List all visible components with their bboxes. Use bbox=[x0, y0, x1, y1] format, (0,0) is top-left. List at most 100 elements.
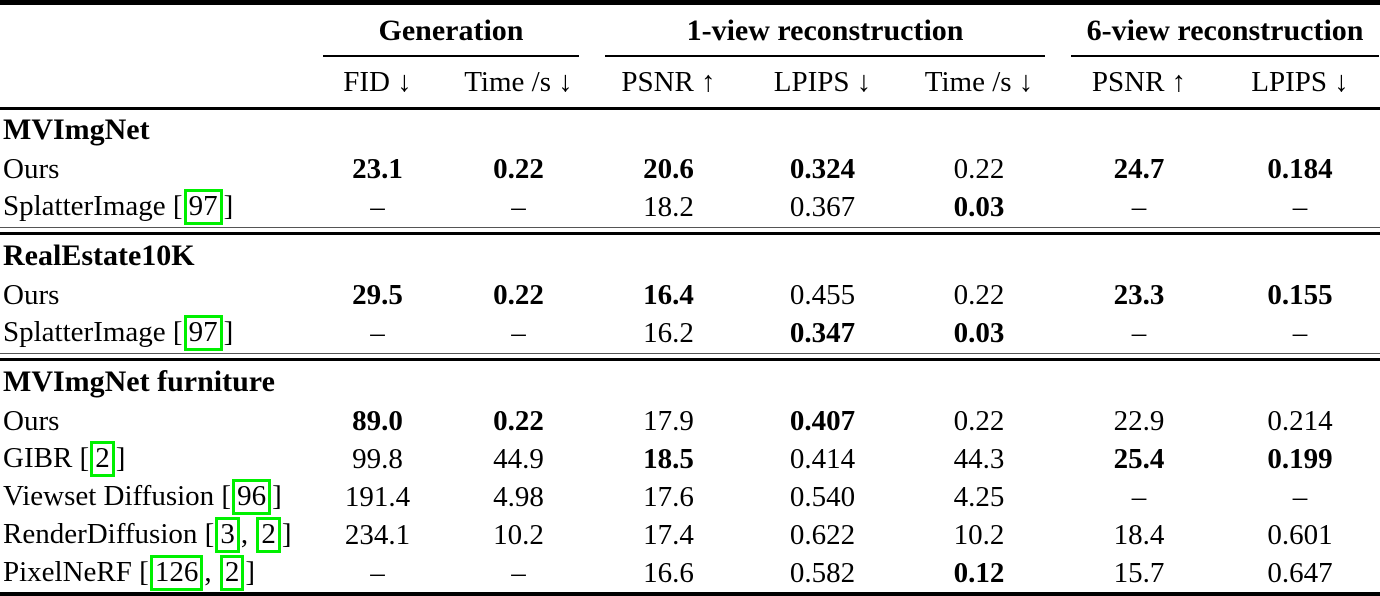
metric-value: 20.6 bbox=[643, 152, 694, 185]
group-header-label: 1-view reconstruction bbox=[686, 14, 964, 47]
value-cell: 18.5 bbox=[592, 440, 745, 478]
column-header-fid: FID ↓ bbox=[310, 57, 445, 110]
metric-value: 16.4 bbox=[643, 278, 694, 311]
metric-value: 29.5 bbox=[352, 278, 403, 311]
metric-value: 0.214 bbox=[1267, 404, 1333, 437]
metric-value: 0.22 bbox=[493, 278, 544, 311]
value-cell: 0.22 bbox=[445, 402, 592, 440]
citation-group: [126, 2] bbox=[139, 555, 255, 591]
metric-value: 23.3 bbox=[1113, 278, 1165, 311]
value-cell: 0.540 bbox=[745, 478, 900, 516]
value-cell: – bbox=[1058, 188, 1220, 226]
stub-cell bbox=[0, 3, 310, 58]
section-title: MVImgNet furniture bbox=[3, 365, 275, 398]
metric-value: – bbox=[370, 556, 385, 589]
table-row-renderdiffusion: RenderDiffusion [3, 2] 234.1 10.2 17.4 0.622… bbox=[0, 516, 1380, 554]
column-header-lpips: LPIPS ↓ bbox=[1220, 57, 1380, 110]
table-row-ours: Ours 23.1 0.22 20.6 0.324 0.22 24.7 0.184 bbox=[0, 150, 1380, 188]
value-cell: 191.4 bbox=[310, 478, 445, 516]
table-row-ours: Ours 29.5 0.22 16.4 0.455 0.22 23.3 0.155 bbox=[0, 276, 1380, 314]
method-name: Ours bbox=[3, 152, 60, 185]
metric-value: 89.0 bbox=[352, 404, 403, 437]
citation-group: [2] bbox=[80, 441, 125, 477]
column-header-row: FID ↓ Time /s ↓ PSNR ↑ LPIPS ↓ Time /s ↓ PSNR… bbox=[0, 57, 1380, 110]
metric-value: 99.8 bbox=[352, 442, 403, 475]
metric-value: – bbox=[370, 190, 385, 223]
citation-ref[interactable]: 3 bbox=[215, 517, 240, 553]
table-row-splatterimage: SplatterImage [97] – – 16.2 0.347 0.03 – – bbox=[0, 314, 1380, 352]
table-row-splatterimage: SplatterImage [97] – – 18.2 0.367 0.03 – – bbox=[0, 188, 1380, 226]
citation-ref[interactable]: 2 bbox=[256, 517, 281, 553]
metric-value: 0.455 bbox=[789, 278, 856, 311]
value-cell: – bbox=[310, 188, 445, 226]
citation-ref[interactable]: 96 bbox=[232, 479, 272, 515]
group-header-6-view-reconstruction: 6-view reconstruction bbox=[1058, 3, 1380, 57]
value-cell: – bbox=[1220, 314, 1380, 352]
metric-value: 234.1 bbox=[344, 518, 411, 551]
citation-ref[interactable]: 2 bbox=[90, 441, 115, 477]
value-cell: 0.622 bbox=[745, 516, 900, 554]
value-cell: 234.1 bbox=[310, 516, 445, 554]
section-separator bbox=[0, 352, 1380, 362]
value-cell: 4.98 bbox=[445, 478, 592, 516]
section-title-row-realestate10k: RealEstate10K bbox=[0, 236, 1380, 276]
metric-value: 44.3 bbox=[953, 442, 1005, 475]
section-title: MVImgNet bbox=[3, 113, 150, 146]
value-cell: – bbox=[445, 314, 592, 352]
group-header-generation: Generation bbox=[310, 3, 592, 57]
metric-value: 23.1 bbox=[352, 152, 403, 185]
metric-value: 0.367 bbox=[789, 190, 856, 223]
citation-ref[interactable]: 97 bbox=[183, 315, 223, 351]
metric-value: 0.22 bbox=[953, 278, 1005, 311]
value-cell: – bbox=[310, 554, 445, 594]
table-row-ours: Ours 89.0 0.22 17.9 0.407 0.22 22.9 0.214 bbox=[0, 402, 1380, 440]
value-cell: 0.414 bbox=[745, 440, 900, 478]
method-cell: GIBR [2] bbox=[0, 440, 310, 478]
value-cell: 23.3 bbox=[1058, 276, 1220, 314]
metric-value: 10.2 bbox=[953, 518, 1005, 551]
citation-group: [97] bbox=[173, 315, 233, 351]
method-cell: SplatterImage [97] bbox=[0, 314, 310, 352]
value-cell: 29.5 bbox=[310, 276, 445, 314]
metric-value: – bbox=[1131, 316, 1147, 349]
metric-value: 4.25 bbox=[953, 480, 1005, 513]
method-cell: PixelNeRF [126, 2] bbox=[0, 554, 310, 594]
group-header-label: Generation bbox=[378, 14, 524, 47]
metric-value: 10.2 bbox=[493, 518, 544, 551]
value-cell: – bbox=[1058, 314, 1220, 352]
method-cell: RenderDiffusion [3, 2] bbox=[0, 516, 310, 554]
method-name: RenderDiffusion bbox=[3, 518, 198, 551]
section-separator bbox=[0, 226, 1380, 236]
method-name: PixelNeRF bbox=[3, 556, 132, 589]
value-cell: – bbox=[445, 188, 592, 226]
table-row-gibr: GIBR [2] 99.8 44.9 18.5 0.414 44.3 25.4 0.199 bbox=[0, 440, 1380, 478]
table-row-viewset-diffusion: Viewset Diffusion [96] 191.4 4.98 17.6 0.540… bbox=[0, 478, 1380, 516]
value-cell: 0.155 bbox=[1220, 276, 1380, 314]
value-cell: 44.3 bbox=[900, 440, 1058, 478]
section-title-row-mvimgnet: MVImgNet bbox=[0, 109, 1380, 151]
separator-rule bbox=[0, 227, 1380, 235]
metric-value: 24.7 bbox=[1113, 152, 1165, 185]
method-cell: Ours bbox=[0, 276, 310, 314]
metric-value: 0.622 bbox=[789, 518, 856, 551]
group-header-label: 6-view reconstruction bbox=[1086, 14, 1364, 47]
metric-value: 16.6 bbox=[643, 556, 694, 589]
method-name: SplatterImage bbox=[3, 316, 166, 349]
value-cell: 18.2 bbox=[592, 188, 745, 226]
metric-value: 18.5 bbox=[643, 442, 694, 475]
column-header-time-s: Time /s ↓ bbox=[445, 57, 593, 110]
value-cell: 0.582 bbox=[745, 554, 900, 594]
metric-value: 0.22 bbox=[953, 404, 1005, 437]
citation-ref[interactable]: 97 bbox=[183, 189, 223, 225]
metric-value: 17.9 bbox=[643, 404, 694, 437]
citation-ref[interactable]: 126 bbox=[149, 555, 204, 591]
value-cell: 0.22 bbox=[900, 150, 1058, 188]
value-cell: 0.214 bbox=[1220, 402, 1380, 440]
column-header-psnr: PSNR ↑ bbox=[1058, 57, 1221, 110]
table-body: MVImgNet Ours 23.1 0.22 20.6 0.324 0.22 24.7 0.1… bbox=[0, 109, 1380, 595]
value-cell: 17.6 bbox=[592, 478, 745, 516]
metric-value: 4.98 bbox=[493, 480, 544, 513]
metric-value: 0.03 bbox=[953, 316, 1005, 349]
citation-ref[interactable]: 2 bbox=[219, 555, 245, 591]
